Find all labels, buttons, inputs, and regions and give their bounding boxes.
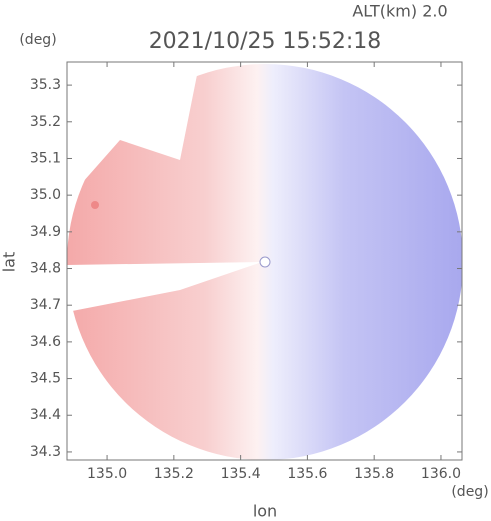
x-tick-label: 135.6 xyxy=(287,466,327,482)
x-tick-label: 135.4 xyxy=(221,466,261,482)
x-tick-label: 135.8 xyxy=(354,466,394,482)
y-tick-label: 34.8 xyxy=(30,261,61,277)
y-tick-label: 34.6 xyxy=(30,334,61,350)
plot-frame xyxy=(66,61,463,461)
velocity-field xyxy=(67,62,462,460)
x-tick-label: 135.2 xyxy=(154,466,194,482)
x-tick-label: 136.0 xyxy=(421,466,461,482)
y-tick-label: 35.2 xyxy=(30,114,61,130)
title: 2021/10/25 15:52:18 xyxy=(149,29,382,54)
y-tick-label: 35.3 xyxy=(30,77,61,93)
x-tick-label: 135.0 xyxy=(87,466,127,482)
y-unit: (deg) xyxy=(19,32,56,48)
x-label: lon xyxy=(253,502,277,521)
y-tick-label: 34.7 xyxy=(30,297,61,313)
y-tick-label: 34.3 xyxy=(30,444,61,460)
y-tick-label: 34.5 xyxy=(30,371,61,387)
x-unit: (deg) xyxy=(451,484,488,500)
altitude: ALT(km) 2.0 xyxy=(352,2,447,21)
y-tick-label: 34.9 xyxy=(30,224,61,240)
y-tick-label: 35.0 xyxy=(30,187,61,203)
y-label: lat xyxy=(0,252,19,273)
y-tick-label: 35.1 xyxy=(30,150,61,166)
y-tick-label: 34.4 xyxy=(30,407,61,423)
